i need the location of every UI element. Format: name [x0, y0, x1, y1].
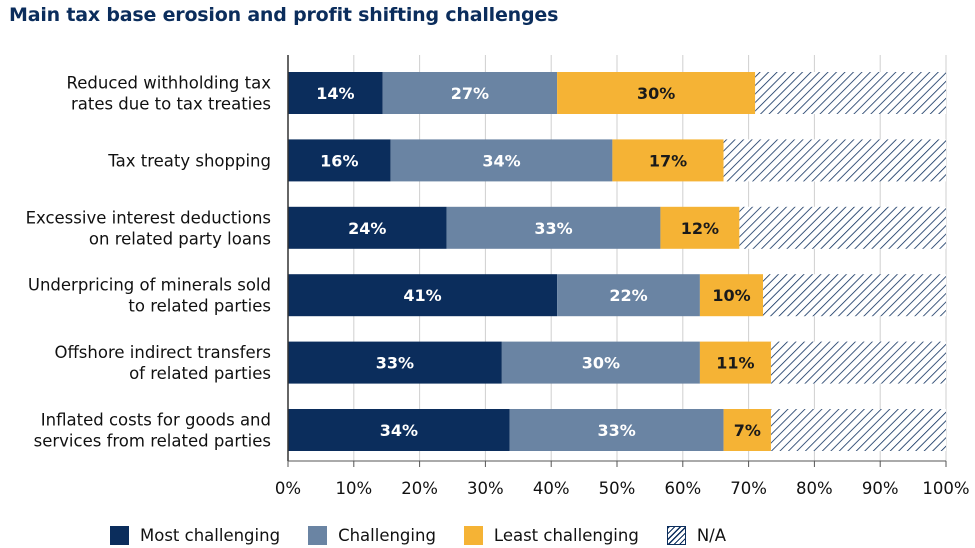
- x-tick-label: 90%: [862, 479, 899, 498]
- bar-value-label: 41%: [403, 286, 441, 305]
- chart-title: Main tax base erosion and profit shiftin…: [9, 4, 559, 26]
- bar-segment-n-a: [723, 139, 946, 182]
- category-label: Inflated costs for goods and: [41, 411, 271, 430]
- legend-swatch: [110, 525, 129, 545]
- bar-value-label: 34%: [380, 421, 418, 440]
- bar-segment-most-challenging: [288, 409, 510, 451]
- bar-segment-n-a: [739, 206, 946, 249]
- bar-value-label: 33%: [598, 421, 636, 440]
- legend-item-most-challenging: Most challenging: [110, 525, 281, 545]
- bar-segment-challenging: [446, 206, 661, 249]
- category-label: Reduced withholding tax: [67, 74, 272, 93]
- bar-value-label: 27%: [451, 84, 489, 103]
- bar-value-label: 33%: [376, 354, 414, 373]
- bar-segment-challenging: [557, 274, 700, 317]
- x-tick-label: 80%: [796, 479, 833, 498]
- bar-segment-challenging: [509, 409, 724, 451]
- bar-segment-least-challenging: [723, 409, 771, 451]
- bar-segment-most-challenging: [288, 206, 447, 249]
- x-tick-label: 40%: [533, 479, 570, 498]
- category-label: Tax treaty shopping: [107, 151, 271, 170]
- bar-value-label: 33%: [534, 219, 572, 238]
- legend-item-n-a: N/A: [666, 525, 727, 545]
- x-tick-label: 10%: [335, 479, 372, 498]
- bar-value-label: 7%: [734, 421, 761, 440]
- x-tick-label: 20%: [401, 479, 438, 498]
- legend-label: Challenging: [338, 525, 436, 545]
- bar-segment-n-a: [770, 409, 946, 451]
- bar-value-label: 16%: [320, 151, 358, 170]
- category-label: of related parties: [129, 364, 271, 383]
- x-tick-label: 60%: [664, 479, 701, 498]
- category-label: Offshore indirect transfers: [54, 343, 271, 362]
- category-label: rates due to tax treaties: [71, 95, 271, 114]
- bar-chart-plot: 14% 27% 30% 16% 34% 17% 24% 33% 12% 41% 22% 10% 33% 3…: [26, 55, 970, 498]
- bar-segment-n-a: [755, 72, 946, 114]
- x-tick-label: 70%: [730, 479, 767, 498]
- bar-value-label: 22%: [609, 286, 647, 305]
- legend-item-least-challenging: Least challenging: [463, 525, 639, 545]
- legend-item-challenging: Challenging: [308, 525, 436, 545]
- bar-value-label: 10%: [712, 286, 750, 305]
- legend-swatch: [463, 525, 483, 545]
- bar-value-label: 30%: [582, 354, 620, 373]
- bar-segment-least-challenging: [557, 72, 756, 114]
- x-tick-label: 100%: [922, 479, 969, 498]
- bar-segment-least-challenging: [699, 341, 771, 384]
- legend-label: Most challenging: [140, 525, 281, 545]
- bar-value-label: 17%: [649, 151, 687, 170]
- bar-segment-n-a: [763, 274, 946, 317]
- x-tick-label: 50%: [599, 479, 636, 498]
- category-label: services from related parties: [34, 432, 271, 451]
- bar-segment-most-challenging: [288, 72, 383, 114]
- bar-segment-n-a: [770, 341, 946, 384]
- bar-segment-challenging: [501, 341, 700, 384]
- bar-value-label: 24%: [348, 219, 386, 238]
- category-label: Excessive interest deductions: [26, 208, 271, 227]
- bar-value-label: 34%: [482, 151, 520, 170]
- bar-segment-least-challenging: [612, 139, 724, 182]
- bar-segment-challenging: [382, 72, 558, 114]
- category-label: to related parties: [128, 297, 271, 316]
- bar-segment-least-challenging: [660, 206, 740, 249]
- x-tick-label: 30%: [467, 479, 504, 498]
- bar-segment-challenging: [390, 139, 613, 182]
- category-label: on related party loans: [89, 229, 271, 248]
- legend-swatch: [666, 525, 686, 545]
- legend-label: N/A: [696, 525, 727, 545]
- bar-segment-most-challenging: [288, 341, 502, 384]
- bar-segment-most-challenging: [288, 274, 558, 317]
- category-label: Underpricing of minerals sold: [28, 276, 271, 295]
- bar-segment-least-challenging: [699, 274, 764, 317]
- bar-segment-most-challenging: [288, 139, 391, 182]
- bar-value-label: 11%: [716, 354, 754, 373]
- bar-value-label: 12%: [681, 219, 719, 238]
- bar-value-label: 14%: [316, 84, 354, 103]
- bar-value-label: 30%: [637, 84, 675, 103]
- legend-label: Least challenging: [493, 525, 639, 545]
- legend-swatch: [308, 525, 328, 545]
- x-tick-label: 0%: [275, 479, 301, 498]
- legend: Most challenging Challenging Least challen…: [110, 522, 754, 548]
